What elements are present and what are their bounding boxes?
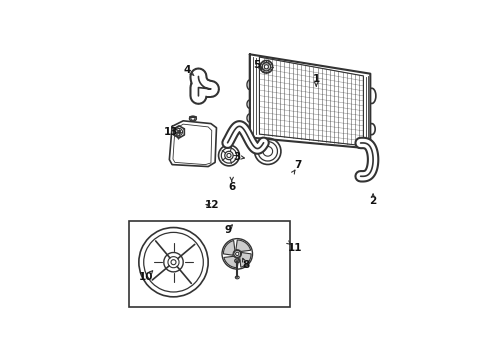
Bar [129, 221, 290, 307]
Polygon shape [240, 252, 251, 267]
Text: 8: 8 [242, 260, 249, 270]
Text: 9: 9 [224, 225, 231, 235]
Polygon shape [224, 256, 239, 268]
Text: 5: 5 [253, 60, 260, 70]
Text: 7: 7 [294, 160, 302, 170]
Text: 11: 11 [288, 243, 303, 253]
Text: 4: 4 [184, 64, 191, 75]
Text: 1: 1 [313, 74, 320, 84]
Text: 6: 6 [228, 183, 235, 192]
Text: 3: 3 [234, 152, 241, 162]
Text: 2: 2 [369, 196, 377, 206]
Polygon shape [223, 240, 235, 255]
Text: 12: 12 [205, 201, 220, 210]
Text: 13: 13 [164, 127, 178, 137]
Polygon shape [236, 240, 251, 252]
Text: 10: 10 [139, 273, 153, 283]
